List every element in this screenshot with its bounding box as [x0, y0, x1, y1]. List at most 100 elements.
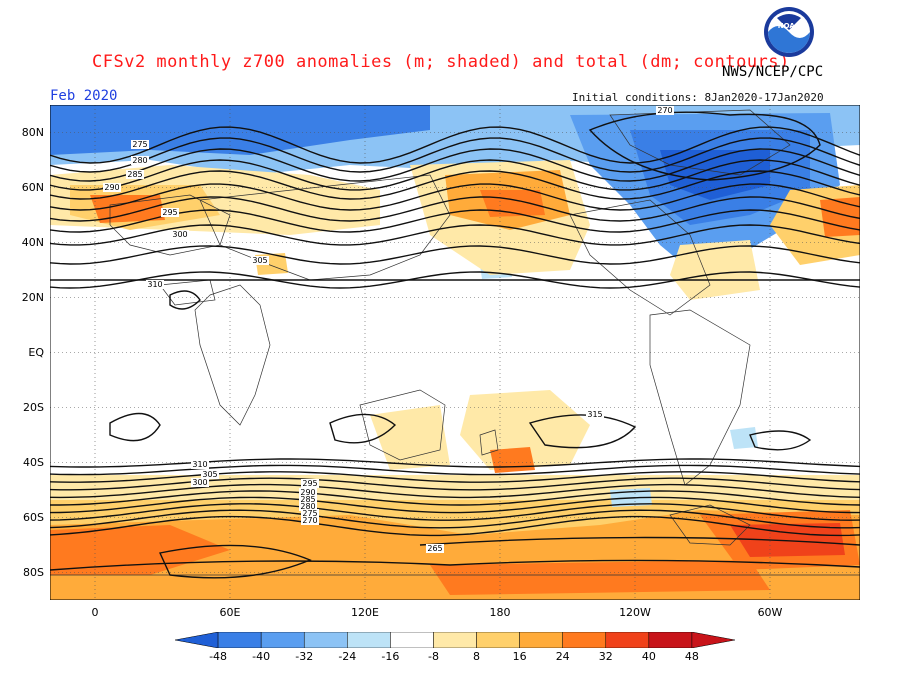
contour-line	[419, 536, 860, 546]
contour-label: 275	[302, 509, 317, 518]
logo-text: NOAA	[778, 22, 801, 30]
contour-label-bg	[103, 183, 121, 192]
contour-line	[749, 430, 812, 451]
colorbar-tick-label: 32	[598, 650, 613, 663]
colorbar-tick-label: -32	[295, 650, 314, 663]
colorbar-end-left	[175, 632, 219, 648]
colorbar-tick-label: 8	[473, 650, 481, 663]
lat-tick-label: EQ	[28, 345, 44, 359]
coastline	[359, 389, 446, 461]
contour-label-bg	[201, 470, 219, 479]
contour-label: 300	[172, 230, 187, 239]
colorbar-tick-label: 16	[512, 650, 527, 663]
contour-label: 265	[427, 544, 442, 553]
lat-tick-label: 80S	[23, 565, 44, 579]
colorbar-segment	[648, 632, 693, 648]
lon-tick-label: 120E	[351, 606, 379, 619]
colorbar-segment	[390, 632, 434, 648]
contour-line	[50, 559, 860, 571]
contour-line	[50, 496, 860, 514]
contour-label: 295	[162, 208, 177, 217]
contour-label: 295	[302, 479, 317, 488]
colorbar-segment	[347, 632, 391, 648]
contour-label-bg	[171, 230, 189, 239]
contour-label: 315	[587, 410, 602, 419]
colorbar-tick-label: 48	[684, 650, 699, 663]
contour-label-bg	[299, 488, 317, 497]
colorbar-segment	[562, 632, 607, 648]
contour-label-bg	[191, 460, 209, 469]
noaa-logo-icon: NOAA	[764, 7, 814, 57]
anomaly-region	[490, 447, 535, 473]
coastline	[194, 284, 271, 426]
contour-label-bg	[191, 478, 209, 487]
contour-label: 290	[104, 183, 119, 192]
contour-line	[50, 183, 860, 211]
colorbar-tick-label: 24	[555, 650, 570, 663]
lon-tick-label: 0	[91, 606, 99, 619]
anomaly-region	[430, 560, 770, 595]
lon-tick-label: 60W	[757, 606, 783, 619]
chart-title: CFSv2 monthly z700 anomalies (m; shaded)…	[92, 52, 790, 72]
contour-line	[50, 224, 860, 246]
contour-line	[50, 170, 860, 200]
contour-line	[50, 483, 860, 499]
colorbar-end-right	[691, 632, 735, 648]
contour-line	[329, 413, 397, 444]
contour-label-bg	[299, 495, 317, 504]
contour-label-bg	[131, 140, 149, 149]
colorbar-tick-label: -48	[209, 650, 228, 663]
forecast-month: Feb 2020	[50, 88, 118, 104]
contour-label: 275	[132, 140, 147, 149]
contour-line	[50, 271, 860, 289]
lat-tick-label: 60N	[21, 180, 44, 194]
contour-label-bg	[301, 479, 319, 488]
contour-line	[50, 458, 860, 468]
contour-line	[50, 245, 860, 265]
contour-label-bg	[146, 280, 164, 289]
colorbar-tick-label: -8	[427, 650, 439, 663]
contour-label: 280	[300, 502, 315, 511]
contour-label: 270	[302, 516, 317, 525]
lon-tick-label: 60E	[219, 606, 241, 619]
contour-line	[528, 414, 637, 449]
contour-line	[109, 412, 161, 442]
lat-tick-label: 60S	[23, 510, 44, 524]
lat-tick-label: 20S	[23, 400, 44, 414]
colorbar-segment	[476, 632, 520, 648]
initial-conditions: Initial conditions: 8Jan2020-17Jan2020	[572, 91, 824, 104]
colorbar	[175, 632, 735, 648]
contour-label-bg	[586, 410, 604, 419]
colorbar-tick-label: -40	[252, 650, 271, 663]
contour-label-bg	[299, 502, 317, 511]
contour-line	[50, 515, 860, 537]
contour-line	[50, 148, 860, 182]
lon-tick-label: 180	[489, 606, 511, 619]
contour-label: 305	[252, 256, 267, 265]
contour-line	[50, 477, 860, 491]
anomaly-region	[90, 195, 165, 223]
agency-label: NWS/NCEP/CPC	[722, 64, 824, 80]
contour-label: 290	[300, 488, 315, 497]
contour-label-bg	[656, 106, 674, 115]
contour-label-bg	[131, 156, 149, 165]
lat-tick-label: 40S	[23, 455, 44, 469]
lat-tick-label: 80N	[21, 125, 44, 139]
contour-line	[169, 290, 201, 310]
lat-tick-label: 40N	[21, 235, 44, 249]
contour-line	[50, 196, 860, 222]
contour-line	[158, 544, 312, 579]
colorbar-tick-label: -24	[338, 650, 357, 663]
colorbar-segment	[303, 632, 348, 648]
colorbar-segment	[260, 632, 305, 648]
coastline	[199, 174, 451, 281]
contour-label: 310	[147, 280, 162, 289]
contour-label-bg	[161, 208, 179, 217]
contour-line	[50, 159, 860, 191]
contour-label: 285	[300, 495, 315, 504]
contour-label-bg	[301, 516, 319, 525]
contour-label-bg	[251, 256, 269, 265]
contour-label-bg	[126, 170, 144, 179]
